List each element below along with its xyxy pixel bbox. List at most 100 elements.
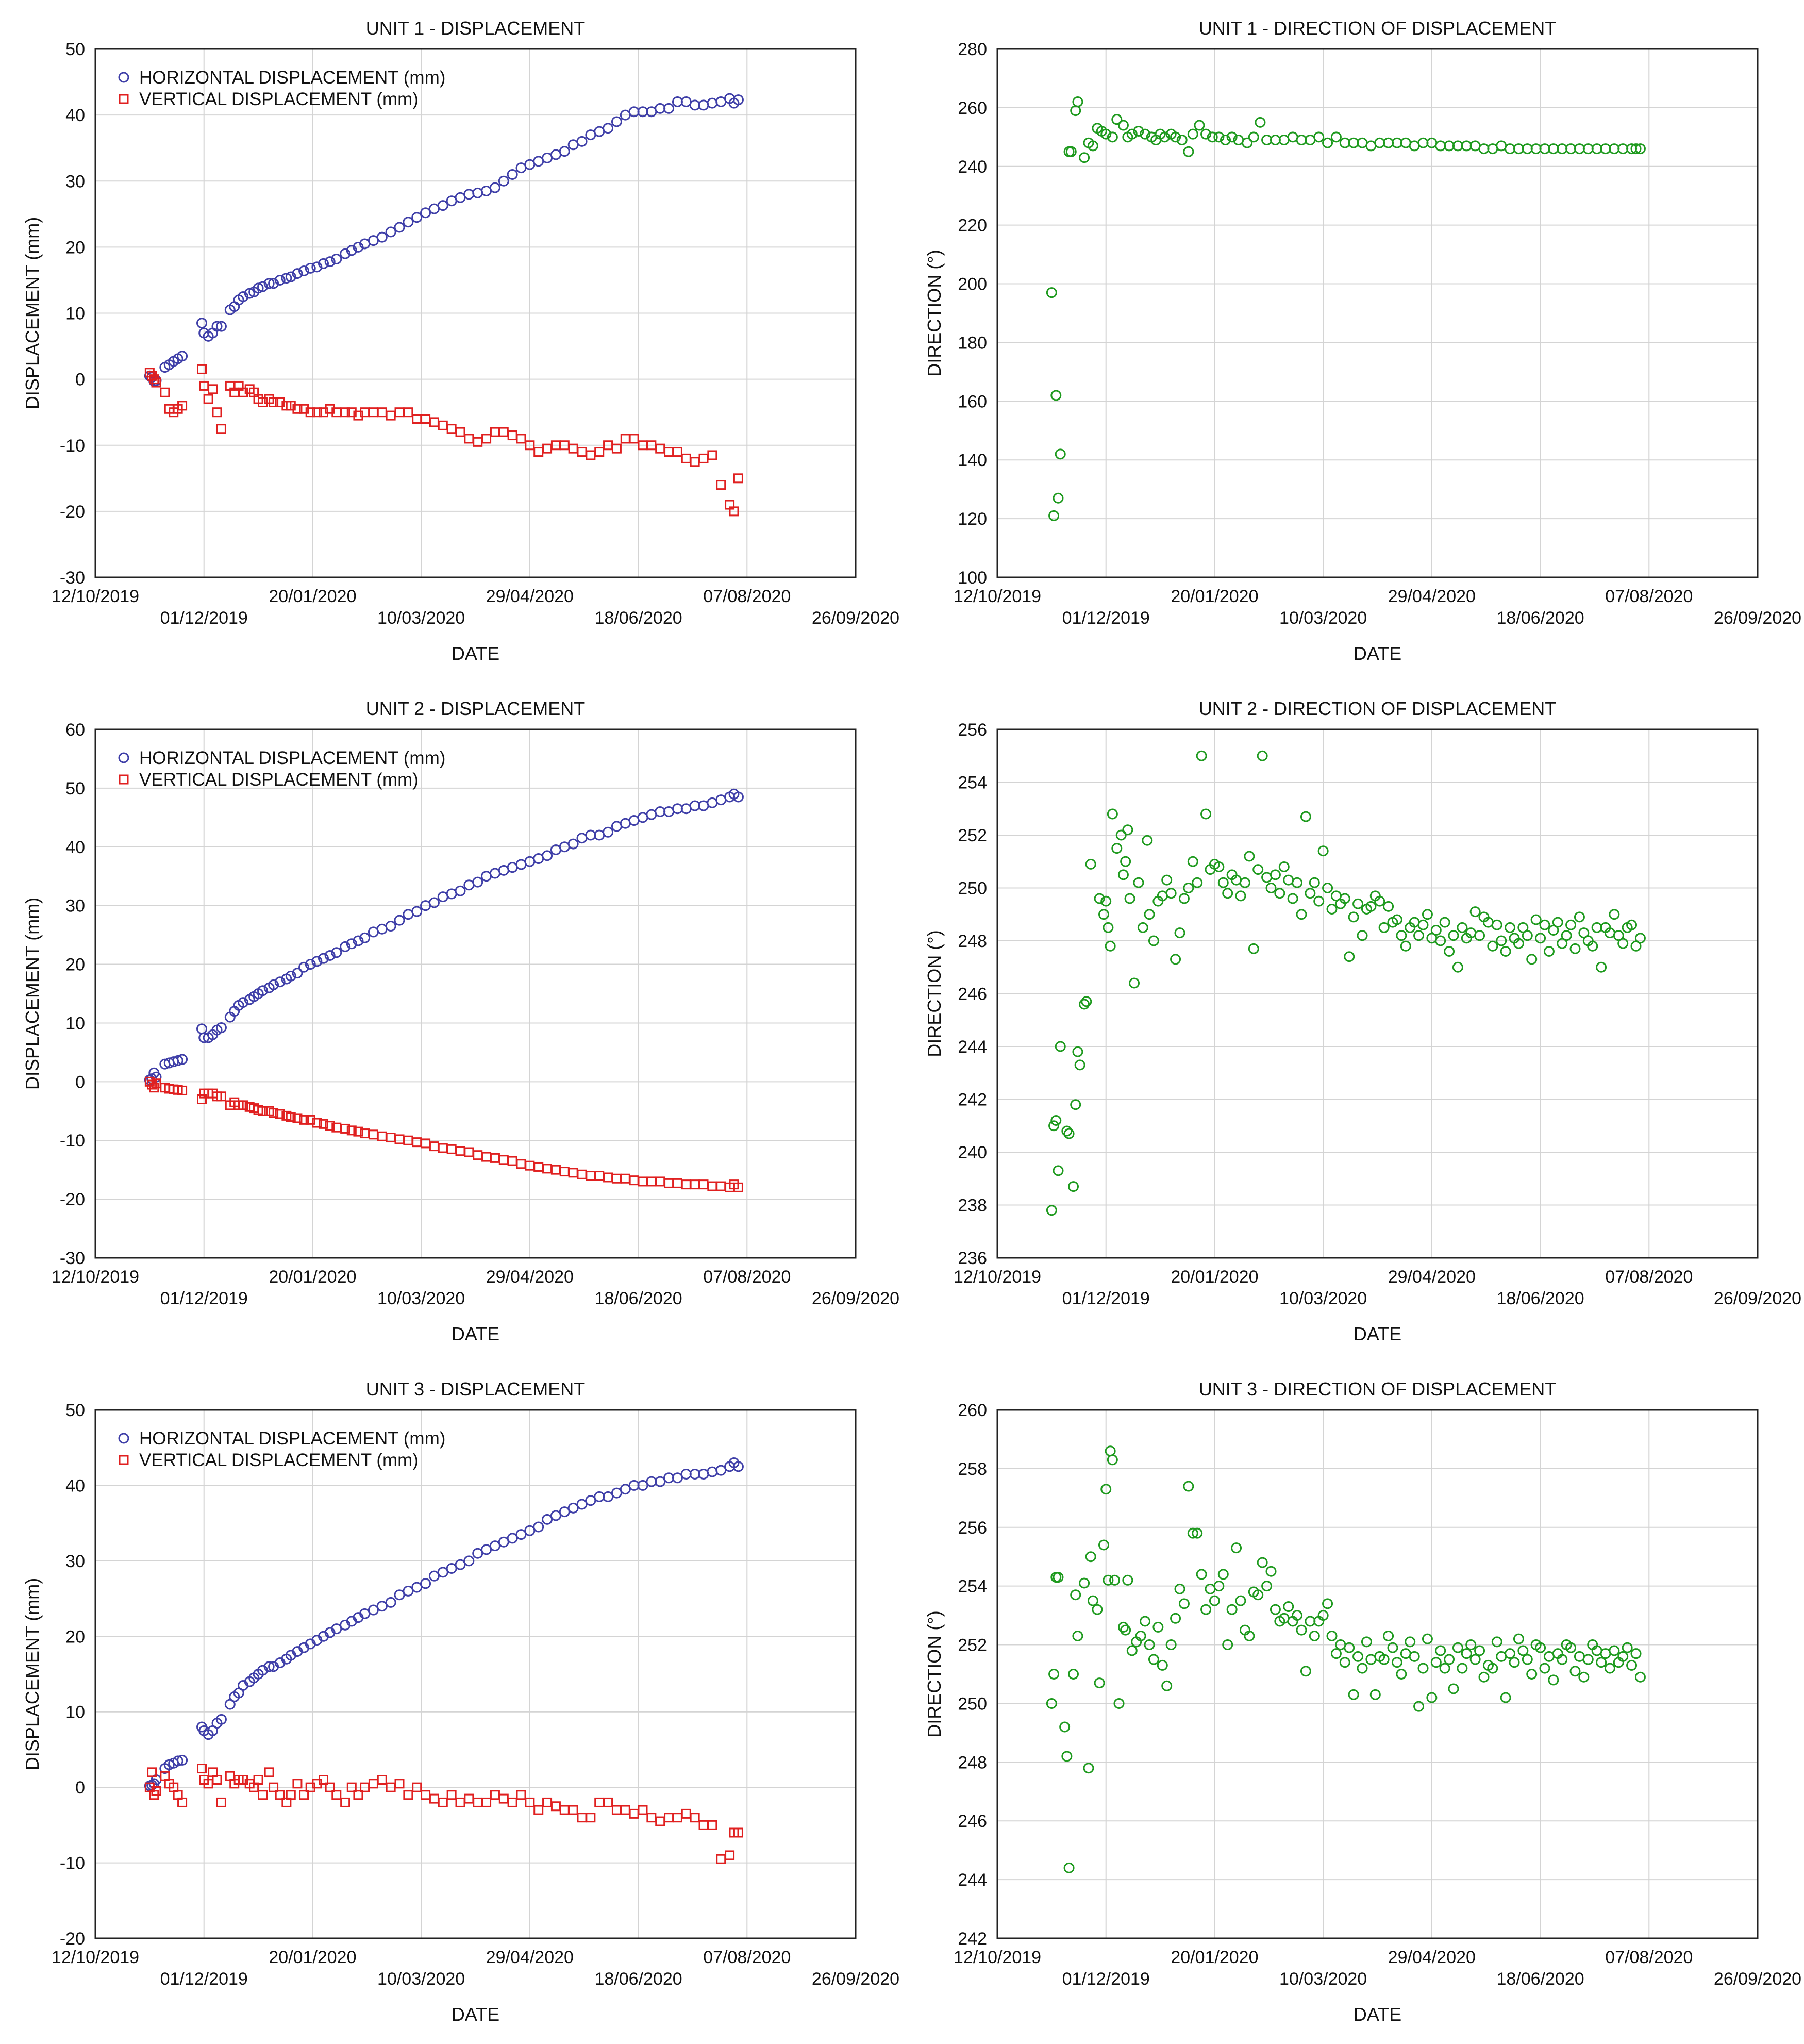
data-point-circle bbox=[1496, 935, 1507, 946]
x-tick-label: 20/01/2020 bbox=[1171, 1267, 1258, 1287]
data-point-square bbox=[421, 414, 431, 424]
data-point-circle bbox=[1100, 1484, 1112, 1495]
data-point-circle bbox=[515, 859, 527, 870]
data-point-circle bbox=[1265, 1566, 1277, 1577]
y-axis-label: DISPLACEMENT (mm) bbox=[22, 898, 43, 1090]
y-tick-label: 180 bbox=[958, 333, 987, 353]
data-point-circle bbox=[1072, 1046, 1083, 1057]
data-point-circle bbox=[1557, 1654, 1568, 1665]
data-point-circle bbox=[498, 865, 509, 876]
chart-panel-unit3-displacement: UNIT 3 - DISPLACEMENT -20 -10 0 10 20 30 40 50 12… bbox=[0, 1361, 902, 2044]
data-point-square bbox=[655, 1816, 665, 1826]
chart-unit2-direction: UNIT 2 - DIRECTION OF DISPLACEMENT 236 238… bbox=[924, 698, 1801, 1344]
data-point-circle bbox=[1048, 1669, 1060, 1680]
data-point-square bbox=[542, 1164, 553, 1174]
y-tick-label: 244 bbox=[958, 1037, 987, 1057]
data-point-circle bbox=[732, 94, 744, 106]
x-tick-label: 12/10/2019 bbox=[954, 1267, 1041, 1287]
data-point-circle bbox=[1439, 917, 1450, 928]
data-point-circle bbox=[1231, 1542, 1242, 1554]
data-point-square bbox=[681, 1179, 691, 1190]
data-point-circle bbox=[1094, 1677, 1105, 1689]
data-point-circle bbox=[1124, 893, 1135, 904]
data-point-square bbox=[533, 1161, 544, 1172]
data-point-circle bbox=[1596, 1657, 1607, 1668]
data-point-circle bbox=[689, 99, 700, 111]
data-point-circle bbox=[1378, 922, 1390, 933]
data-point-square bbox=[446, 424, 457, 434]
x-tick-label: 18/06/2020 bbox=[1496, 608, 1584, 628]
data-point-circle bbox=[1072, 1630, 1083, 1641]
data-point-circle bbox=[689, 1468, 700, 1480]
data-point-circle bbox=[1137, 922, 1148, 933]
data-point-circle bbox=[1209, 1595, 1220, 1606]
data-point-square bbox=[681, 1808, 691, 1819]
data-point-circle bbox=[1235, 890, 1246, 902]
chart-unit1-displacement: UNIT 1 - DISPLACEMENT -30 -20 -10 0 10 20 30 40 5… bbox=[22, 18, 899, 664]
data-point-circle bbox=[1200, 808, 1212, 820]
data-point-square bbox=[177, 1085, 188, 1095]
data-point-circle bbox=[1469, 140, 1481, 152]
data-point-circle bbox=[1535, 1642, 1546, 1653]
data-point-circle bbox=[1117, 869, 1129, 880]
y-axis-label: DISPLACEMENT (mm) bbox=[22, 217, 43, 409]
data-point-circle bbox=[455, 885, 466, 896]
data-point-circle bbox=[1417, 1663, 1429, 1674]
data-point-square bbox=[455, 1797, 465, 1807]
data-point-circle bbox=[603, 1491, 614, 1502]
data-point-circle bbox=[1582, 1654, 1594, 1665]
y-tick-label: 20 bbox=[65, 955, 85, 975]
data-point-circle bbox=[680, 1468, 692, 1480]
data-point-square bbox=[577, 1813, 587, 1823]
data-point-circle bbox=[1396, 930, 1407, 941]
data-point-circle bbox=[1474, 930, 1485, 941]
data-point-circle bbox=[542, 152, 553, 163]
data-point-circle bbox=[1257, 1557, 1268, 1568]
data-point-square bbox=[577, 1169, 587, 1179]
data-point-circle bbox=[1103, 922, 1114, 933]
data-point-circle bbox=[1305, 1616, 1316, 1627]
data-point-circle bbox=[1115, 829, 1127, 841]
y-tick-label: -20 bbox=[60, 502, 85, 522]
data-point-circle bbox=[1487, 143, 1498, 155]
data-point-circle bbox=[1079, 152, 1090, 163]
data-point-circle bbox=[1574, 911, 1585, 923]
data-point-square bbox=[305, 407, 315, 418]
data-point-square bbox=[611, 1805, 622, 1815]
data-point-circle bbox=[1170, 131, 1181, 143]
data-point-circle bbox=[1305, 888, 1316, 899]
data-point-circle bbox=[1352, 1651, 1364, 1662]
data-point-circle bbox=[1244, 1630, 1255, 1641]
data-point-circle bbox=[437, 1567, 448, 1578]
data-point-circle bbox=[1491, 1636, 1502, 1648]
data-point-circle bbox=[463, 1555, 475, 1567]
data-point-circle bbox=[1257, 750, 1268, 761]
data-point-circle bbox=[1383, 1630, 1394, 1641]
data-point-square bbox=[429, 1141, 439, 1152]
data-point-square bbox=[611, 443, 622, 454]
data-point-circle bbox=[1103, 1574, 1114, 1586]
data-point-circle bbox=[1192, 877, 1203, 888]
data-point-square bbox=[733, 473, 743, 484]
x-tick-label: 10/03/2020 bbox=[1279, 1289, 1367, 1308]
data-point-circle bbox=[1178, 893, 1190, 904]
data-point-circle bbox=[533, 853, 544, 865]
data-point-circle bbox=[1200, 1604, 1212, 1615]
y-axis-label: DISPLACEMENT (mm) bbox=[22, 1578, 43, 1770]
legend-label: HORIZONTAL DISPLACEMENT (mm) bbox=[139, 748, 445, 768]
data-point-circle bbox=[1552, 917, 1563, 928]
data-point-circle bbox=[1365, 140, 1377, 152]
data-point-circle bbox=[1582, 143, 1594, 155]
data-point-square bbox=[412, 1782, 422, 1792]
data-point-circle bbox=[1626, 1659, 1638, 1671]
x-axis-label: DATE bbox=[1354, 643, 1401, 664]
data-point-circle bbox=[698, 99, 709, 111]
data-point-square bbox=[147, 1767, 157, 1777]
data-point-circle bbox=[1222, 888, 1233, 899]
data-point-square bbox=[368, 1779, 378, 1789]
data-point-square bbox=[638, 1805, 648, 1815]
y-tick-label: 20 bbox=[65, 238, 85, 257]
data-point-circle bbox=[472, 1548, 483, 1559]
y-axis-label: DIRECTION (°) bbox=[924, 250, 945, 376]
y-tick-label: 246 bbox=[958, 985, 987, 1004]
